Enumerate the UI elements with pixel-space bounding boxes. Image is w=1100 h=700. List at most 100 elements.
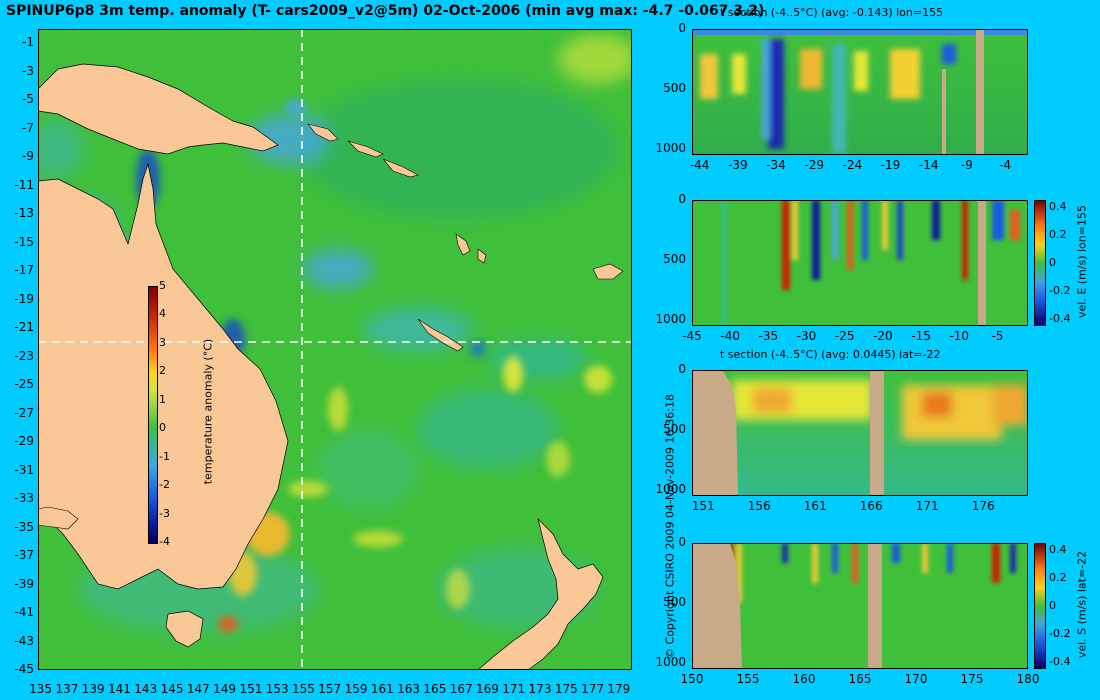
map-ytick: -19 [14, 291, 34, 306]
map-xtick: 161 [370, 682, 394, 696]
section2-xtick: -5 [991, 329, 1004, 343]
map-xtick: 163 [397, 682, 421, 696]
section2-colorbar-tick: -0.4 [1049, 312, 1071, 325]
map-xtick: 159 [344, 682, 368, 696]
section3-xtick: 156 [747, 499, 771, 513]
section4-ytick: 0 [678, 535, 686, 549]
map-ytick: -33 [14, 491, 34, 506]
section4-ytick: 500 [663, 595, 686, 609]
map-xtick: 149 [213, 682, 237, 696]
map-colorbar-tick: 5 [159, 279, 166, 292]
section4-xtick: 180 [1016, 672, 1040, 686]
section3-ytick: 1000 [655, 482, 686, 496]
map-ytick: -5 [22, 92, 34, 107]
map-ytick: -27 [14, 405, 34, 420]
section3-xtick: 161 [803, 499, 827, 513]
map-xtick: 141 [108, 682, 131, 696]
map-xtick: 169 [475, 682, 499, 696]
map-ytick: -13 [14, 206, 34, 221]
section4-colorbar-tick: 0 [1049, 599, 1056, 612]
map-colorbar-tick: -4 [159, 535, 170, 548]
map-ytick: -31 [14, 462, 34, 477]
map-colorbar-tick: 4 [159, 307, 166, 321]
section1-xtick: -34 [766, 158, 786, 172]
map-xtick: 143 [134, 682, 158, 696]
section2-xtick: -35 [758, 329, 779, 343]
section4-colorbar-tick: 0.4 [1049, 543, 1067, 556]
section2-xtick: -40 [720, 329, 740, 343]
section2-colorbar-label: vel. E (m/s) lon=155 [1075, 205, 1089, 318]
section1-ytick: 1000 [655, 141, 686, 155]
map-xtick: 167 [449, 682, 473, 696]
section4-colorbar [1034, 543, 1046, 669]
map-xtick: 157 [318, 682, 342, 696]
chart-title: SPINUP6p8 3m temp. anomaly (T- cars2009_… [6, 3, 765, 19]
section2-xtick: -25 [834, 329, 855, 343]
section4-xtick: 165 [848, 672, 872, 686]
section3-title: t section (-4..5°C) (avg: 0.0445) lat=-2… [720, 348, 941, 361]
map-xtick: 165 [423, 682, 447, 696]
section2-xtick: -30 [796, 329, 817, 343]
map-ytick: -37 [14, 548, 34, 563]
section3-xtick: 171 [915, 499, 939, 513]
section4-field [692, 543, 1016, 669]
section2-ytick: 0 [678, 192, 686, 206]
section3-xtick: 166 [859, 499, 883, 513]
section4-plot [692, 543, 1028, 669]
section3-ytick: 500 [663, 422, 686, 436]
map-xtick: 177 [581, 682, 605, 696]
map-ytick: -35 [14, 519, 34, 534]
section2-xtick: -20 [873, 329, 893, 343]
section2-field [722, 200, 1020, 326]
section1-xtick: -14 [918, 158, 939, 172]
map-colorbar-tick: -1 [159, 449, 170, 463]
section1-plot [692, 29, 1028, 155]
map-ytick: -21 [14, 320, 34, 335]
map-colorbar-tick: 1 [159, 392, 166, 406]
section2-xtick: -15 [911, 329, 931, 343]
map-ytick: -15 [14, 234, 34, 249]
section4-colorbar-tick: -0.4 [1049, 655, 1071, 668]
section2-colorbar [1034, 200, 1046, 326]
map-colorbar-tick: -2 [159, 478, 170, 492]
land-new-zealand [477, 517, 604, 670]
section2-ytick: 1000 [655, 312, 686, 326]
section1-title: t section (-4..5°C) (avg: -0.143) lon=15… [720, 6, 944, 19]
map-colorbar [148, 286, 158, 544]
section2-plot [692, 200, 1028, 326]
section4-colorbar-tick: -0.2 [1049, 627, 1071, 640]
section4-xtick: 170 [904, 672, 928, 686]
section2-colorbar-tick: -0.2 [1049, 284, 1071, 297]
section1-xtick: -19 [880, 158, 901, 172]
section3-xtick: 176 [971, 499, 995, 513]
map-ytick: -43 [14, 633, 34, 648]
section1-ytick: 0 [678, 21, 686, 35]
section3-xtick: 151 [691, 499, 715, 513]
map-xtick: 147 [186, 682, 210, 696]
section4-colorbar-tick: 0.2 [1049, 571, 1067, 584]
map-ytick: -23 [14, 348, 34, 363]
section1-xtick: -39 [728, 158, 748, 172]
map-ytick: -9 [22, 149, 34, 164]
map-xtick: 179 [607, 682, 631, 696]
map-ytick: -39 [14, 576, 34, 591]
map-ytick: -1 [22, 35, 34, 50]
section4-colorbar-label: vel. S (m/s) lat=-22 [1075, 550, 1089, 659]
map-ytick: -17 [14, 263, 34, 278]
section2-xtick: -45 [682, 329, 702, 343]
section1-ytick: 500 [663, 81, 686, 95]
map-colorbar-tick: -3 [159, 506, 170, 520]
map-xtick: 137 [55, 682, 79, 696]
section2-colorbar-tick: 0.2 [1049, 228, 1067, 241]
map-xtick: 175 [554, 682, 578, 696]
map-xtick: 173 [528, 682, 552, 696]
map-ytick: -29 [14, 434, 34, 449]
section4-xtick: 160 [792, 672, 816, 686]
map-xtick: 139 [81, 682, 105, 696]
section2-xtick: -10 [949, 329, 970, 343]
map-colorbar-tick: 3 [159, 335, 166, 349]
map-xtick: 151 [239, 682, 263, 696]
map-colorbar-tick: 2 [159, 364, 166, 378]
land-new-guinea [38, 63, 279, 155]
map-field [38, 29, 632, 670]
